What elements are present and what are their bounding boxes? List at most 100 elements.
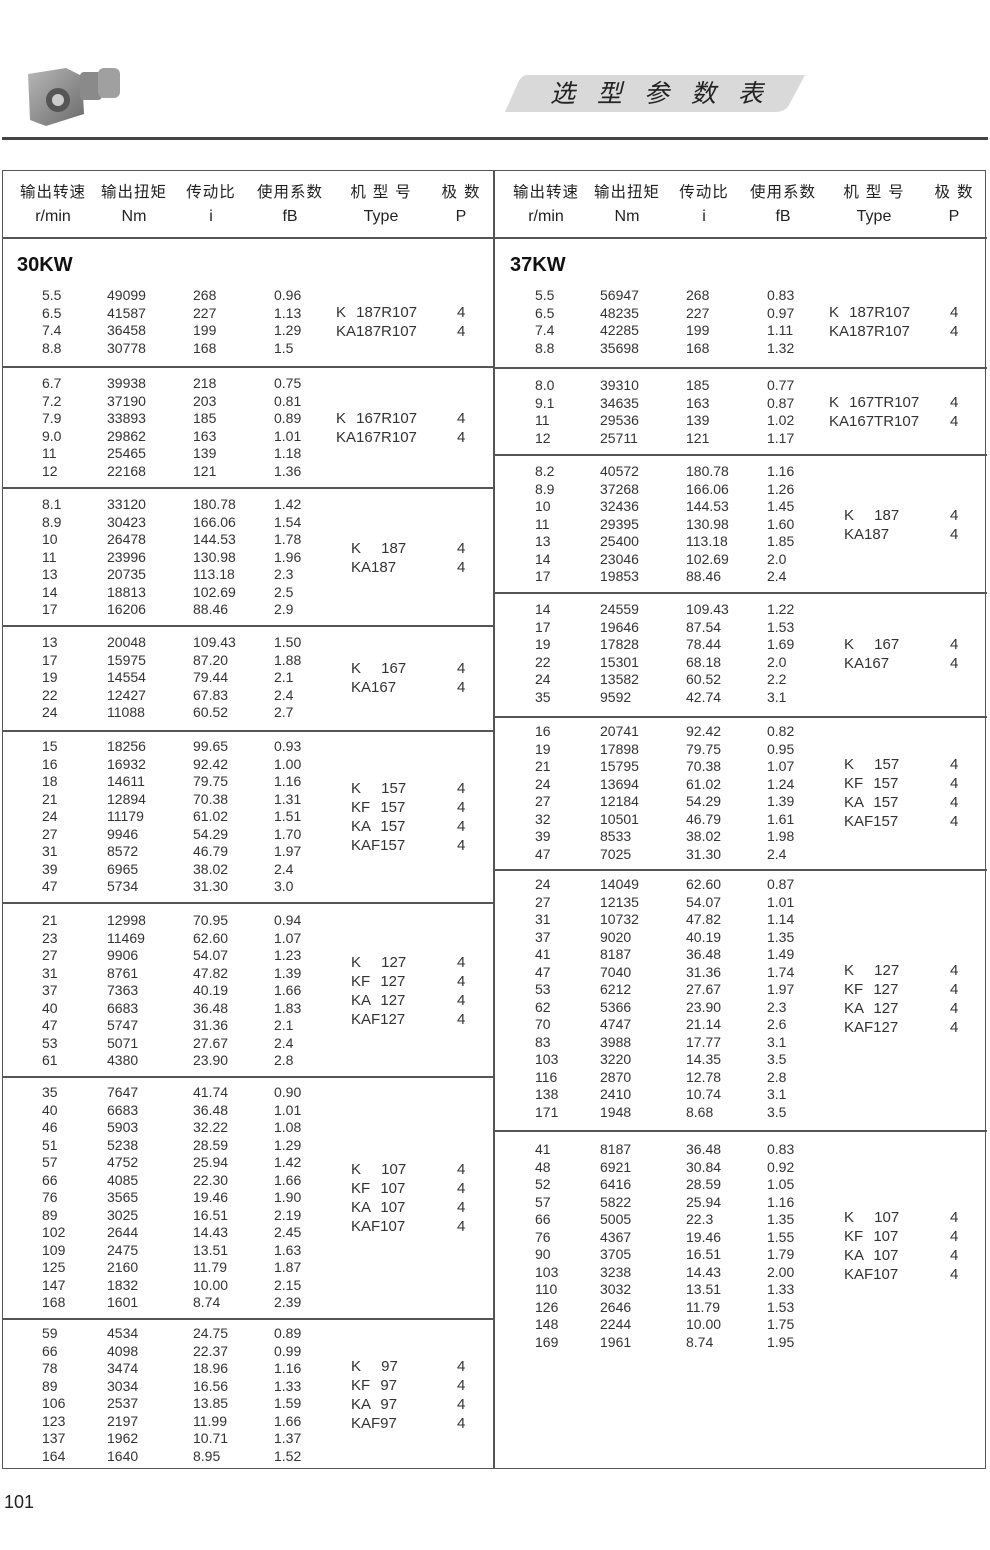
table-cell: 31 xyxy=(535,911,551,927)
table-cell: 5005 xyxy=(600,1211,632,1227)
table-cell: 14 xyxy=(535,601,551,617)
table-cell: 62 xyxy=(535,998,551,1015)
table-cell: 8.1 xyxy=(42,496,62,512)
table-cell: 35 xyxy=(535,688,551,705)
table-cell: 15975 xyxy=(107,651,146,668)
table-cell: 166.06 xyxy=(193,513,236,530)
table-cell: 7363 xyxy=(107,982,139,998)
poles: 4 xyxy=(950,775,959,793)
table-cell: 0.95 xyxy=(767,740,795,757)
table-cell: 1.61 xyxy=(767,810,795,827)
table-cell: 8.68 xyxy=(686,1103,714,1120)
table-cell: 54.07 xyxy=(686,893,722,910)
table-cell: 36.48 xyxy=(686,1141,722,1157)
table-cell: 1.78 xyxy=(274,531,302,547)
table-cell: 60.52 xyxy=(193,704,229,720)
table-cell: 0.93 xyxy=(274,738,302,754)
table-cell: 23046 xyxy=(600,550,639,567)
model-type: KF 157 xyxy=(844,775,899,793)
table-cell: 164 xyxy=(42,1447,66,1464)
table-cell: 1.00 xyxy=(274,755,302,772)
table-cell: 139 xyxy=(686,412,710,428)
table-cell: 4085 xyxy=(107,1171,139,1188)
table-cell: 6921 xyxy=(600,1158,632,1175)
model-type: K 187R107 xyxy=(336,304,418,322)
poles: 4 xyxy=(457,780,466,797)
table-cell: 10501 xyxy=(600,810,639,827)
table-cell: 11469 xyxy=(107,929,145,946)
table-cell: 1.32 xyxy=(767,339,795,356)
table-cell: 1.74 xyxy=(767,963,795,980)
table-cell: 1.98 xyxy=(767,828,795,844)
table-cell: 1.55 xyxy=(767,1228,795,1245)
table-cell: 137 xyxy=(42,1430,66,1446)
table-cell: 11 xyxy=(42,548,57,565)
table-cell: 27.67 xyxy=(686,981,722,997)
group-divider xyxy=(2,366,494,368)
table-cell: 11088 xyxy=(107,704,145,720)
column-header-unit: Type xyxy=(363,208,399,225)
table-cell: 0.89 xyxy=(274,410,302,426)
table-cell: 36458 xyxy=(107,322,146,338)
table-cell: 61.02 xyxy=(686,775,722,792)
poles: 4 xyxy=(457,323,466,341)
column-header-label: 极 数 xyxy=(441,183,481,201)
table-cell: 163 xyxy=(686,394,710,411)
table-cell: 37190 xyxy=(107,392,146,409)
table-cell: 76 xyxy=(535,1228,551,1245)
table-cell: 7025 xyxy=(600,845,632,862)
table-cell: 2.3 xyxy=(767,998,787,1015)
table-cell: 8761 xyxy=(107,964,139,981)
poles: 4 xyxy=(457,1358,466,1376)
table-cell: 268 xyxy=(686,287,710,303)
poles: 4 xyxy=(457,992,466,1009)
table-cell: 130.98 xyxy=(686,515,729,532)
table-cell: 13.85 xyxy=(193,1395,229,1411)
table-cell: 13 xyxy=(535,533,551,549)
table-cell: 24 xyxy=(42,704,58,720)
table-cell: 102.69 xyxy=(686,550,729,567)
table-cell: 4534 xyxy=(107,1325,139,1341)
column-header-label: 输出扭矩 xyxy=(593,183,660,201)
table-cell: 1.08 xyxy=(274,1119,302,1135)
table-cell: 47 xyxy=(535,845,551,862)
table-cell: 47 xyxy=(42,1017,58,1033)
poles: 4 xyxy=(950,304,959,322)
table-cell: 31.30 xyxy=(686,845,722,862)
table-cell: 1.23 xyxy=(274,947,302,963)
group-divider xyxy=(495,454,987,456)
table-cell: 2.8 xyxy=(274,1052,294,1068)
header-divider xyxy=(495,237,987,239)
table-cell: 59 xyxy=(42,1325,58,1341)
model-type: K 107 xyxy=(351,1161,407,1178)
table-cell: 0.94 xyxy=(274,912,302,928)
table-cell: 10.71 xyxy=(193,1430,229,1446)
table-cell: 6212 xyxy=(600,981,632,997)
table-cell: 17 xyxy=(535,618,551,635)
table-cell: 6.7 xyxy=(42,375,62,391)
table-cell: 23996 xyxy=(107,548,146,565)
table-cell: 3032 xyxy=(600,1281,632,1297)
table-cell: 28.59 xyxy=(193,1136,229,1153)
column-header-unit: r/min xyxy=(35,208,71,225)
poles: 4 xyxy=(457,539,466,557)
table-cell: 2.15 xyxy=(274,1276,302,1293)
table-cell: 227 xyxy=(686,304,710,321)
table-cell: 1.83 xyxy=(274,999,302,1016)
table-cell: 41.74 xyxy=(193,1084,229,1100)
table-cell: 21 xyxy=(42,790,58,807)
table-cell: 27 xyxy=(42,947,58,963)
table-cell: 6965 xyxy=(107,860,139,877)
table-cell: 218 xyxy=(193,375,217,391)
poles: 4 xyxy=(457,1396,466,1414)
table-cell: 46.79 xyxy=(193,843,229,859)
table-cell: 52 xyxy=(535,1176,551,1192)
table-cell: 19 xyxy=(535,636,551,652)
column-divider xyxy=(493,170,495,1469)
table-cell: 0.87 xyxy=(767,394,795,411)
table-cell: 29395 xyxy=(600,515,639,532)
group-divider xyxy=(495,367,987,369)
column-header-unit: Nm xyxy=(614,208,640,225)
table-cell: 70.95 xyxy=(193,912,229,928)
model-type: KAF127 xyxy=(844,1018,899,1036)
